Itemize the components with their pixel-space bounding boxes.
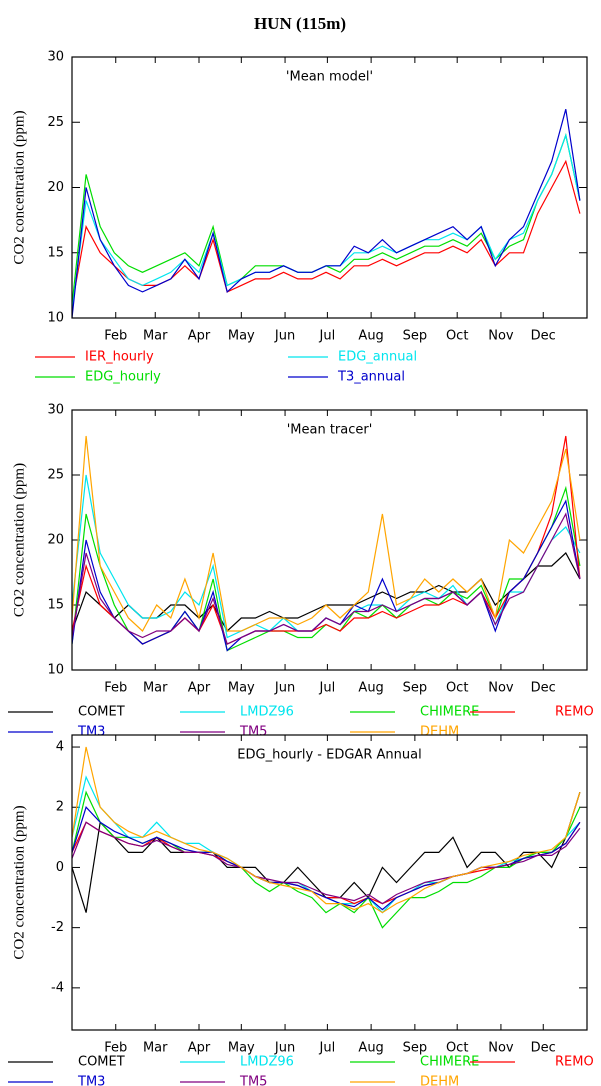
y-tick-label: 10 — [47, 311, 64, 326]
x-tick-label: May — [228, 1041, 255, 1056]
x-tick-label: Jun — [274, 681, 295, 696]
plot-lines — [72, 435, 581, 652]
x-tick-label: Apr — [188, 681, 211, 696]
series-line — [72, 133, 581, 305]
x-tick-label: Aug — [358, 329, 383, 344]
series-line — [72, 775, 581, 914]
x-tick-label: Feb — [104, 681, 127, 696]
x-tick-label: Feb — [104, 329, 127, 344]
y-tick-label: 25 — [47, 468, 64, 483]
y-axis-label: CO2 concentration (ppm) — [11, 110, 27, 264]
legend-label: DEHM — [420, 725, 459, 740]
x-tick-label: Sep — [403, 681, 428, 696]
x-tick-label: Dec — [531, 681, 556, 696]
y-axis-label: CO2 concentration (ppm) — [11, 805, 27, 959]
legend-label: IER_hourly — [85, 350, 154, 365]
y-tick-label: 2 — [56, 800, 64, 815]
figure-title: HUN (115m) — [254, 14, 346, 33]
y-axis-label: CO2 concentration (ppm) — [11, 463, 27, 617]
y-tick-label: 20 — [47, 180, 64, 195]
x-tick-label: Mar — [143, 681, 168, 696]
legend-label: TM5 — [239, 725, 267, 740]
legend-label: COMET — [78, 1055, 125, 1070]
legend-label: TM3 — [77, 725, 105, 740]
y-tick-label: 0 — [56, 860, 64, 875]
series-line — [72, 499, 581, 652]
x-tick-label: Mar — [143, 329, 168, 344]
series-line — [72, 435, 581, 632]
x-tick-label: Dec — [531, 1041, 556, 1056]
legend-label: REMO — [555, 1055, 594, 1070]
x-tick-label: Apr — [188, 1041, 211, 1056]
series-line — [72, 821, 581, 905]
legend-label: EDG_hourly — [85, 370, 161, 385]
x-tick-label: Jul — [319, 329, 336, 344]
y-tick-label: 10 — [47, 663, 64, 678]
y-tick-label: 4 — [56, 740, 64, 755]
legend-label: REMO — [555, 705, 594, 720]
series-line — [72, 474, 581, 639]
series-line — [72, 109, 581, 318]
x-tick-label: Dec — [531, 329, 556, 344]
x-tick-label: Nov — [488, 329, 514, 344]
x-tick-label: Feb — [104, 1041, 127, 1056]
plot-frame — [71, 56, 588, 319]
y-tick-label: 30 — [47, 403, 64, 418]
series-line — [72, 512, 581, 645]
y-tick-label: 15 — [47, 245, 64, 260]
plot-lines — [72, 109, 581, 318]
legend-label: TM5 — [239, 1075, 267, 1086]
legend-label: COMET — [78, 705, 125, 720]
x-tick-label: Jul — [319, 681, 336, 696]
legend-label: CHIMERE — [420, 1055, 479, 1070]
x-tick-label: Aug — [358, 681, 383, 696]
legend-label: CHIMERE — [420, 705, 479, 720]
x-tick-label: Sep — [403, 1041, 428, 1056]
series-line — [72, 552, 581, 632]
legend-label: LMDZ96 — [240, 1055, 294, 1070]
series-line — [72, 790, 581, 929]
x-tick-label: May — [228, 329, 255, 344]
panel-annotation: 'Mean model' — [286, 70, 373, 85]
x-tick-label: Nov — [488, 681, 514, 696]
plot-frame — [71, 734, 588, 1031]
x-tick-label: Jun — [274, 329, 295, 344]
series-line — [72, 435, 581, 645]
legend-label: T3_annual — [337, 370, 405, 385]
y-tick-label: -2 — [51, 920, 64, 935]
x-tick-label: Oct — [446, 329, 468, 344]
plot-lines — [72, 746, 581, 929]
y-tick-label: -4 — [51, 980, 64, 995]
plot-frame — [71, 409, 588, 671]
x-tick-label: Mar — [143, 1041, 168, 1056]
series-line — [72, 746, 581, 914]
legend-label: DEHM — [420, 1075, 459, 1086]
panel-annotation: EDG_hourly - EDGAR Annual — [237, 748, 421, 763]
x-tick-label: Oct — [446, 681, 468, 696]
panel-annotation: 'Mean tracer' — [287, 423, 373, 438]
x-tick-label: Oct — [446, 1041, 468, 1056]
y-tick-label: 25 — [47, 115, 64, 130]
legend-label: LMDZ96 — [240, 705, 294, 720]
x-tick-label: Nov — [488, 1041, 514, 1056]
y-tick-label: 15 — [47, 598, 64, 613]
x-tick-label: May — [228, 681, 255, 696]
y-tick-label: 20 — [47, 533, 64, 548]
x-tick-label: Jul — [319, 1041, 336, 1056]
legend-label: TM3 — [77, 1075, 105, 1086]
x-tick-label: Apr — [188, 329, 211, 344]
x-tick-label: Jun — [274, 1041, 295, 1056]
x-tick-label: Sep — [403, 329, 428, 344]
x-tick-label: Aug — [358, 1041, 383, 1056]
legend-label: EDG_annual — [338, 350, 417, 365]
y-tick-label: 30 — [47, 50, 64, 65]
